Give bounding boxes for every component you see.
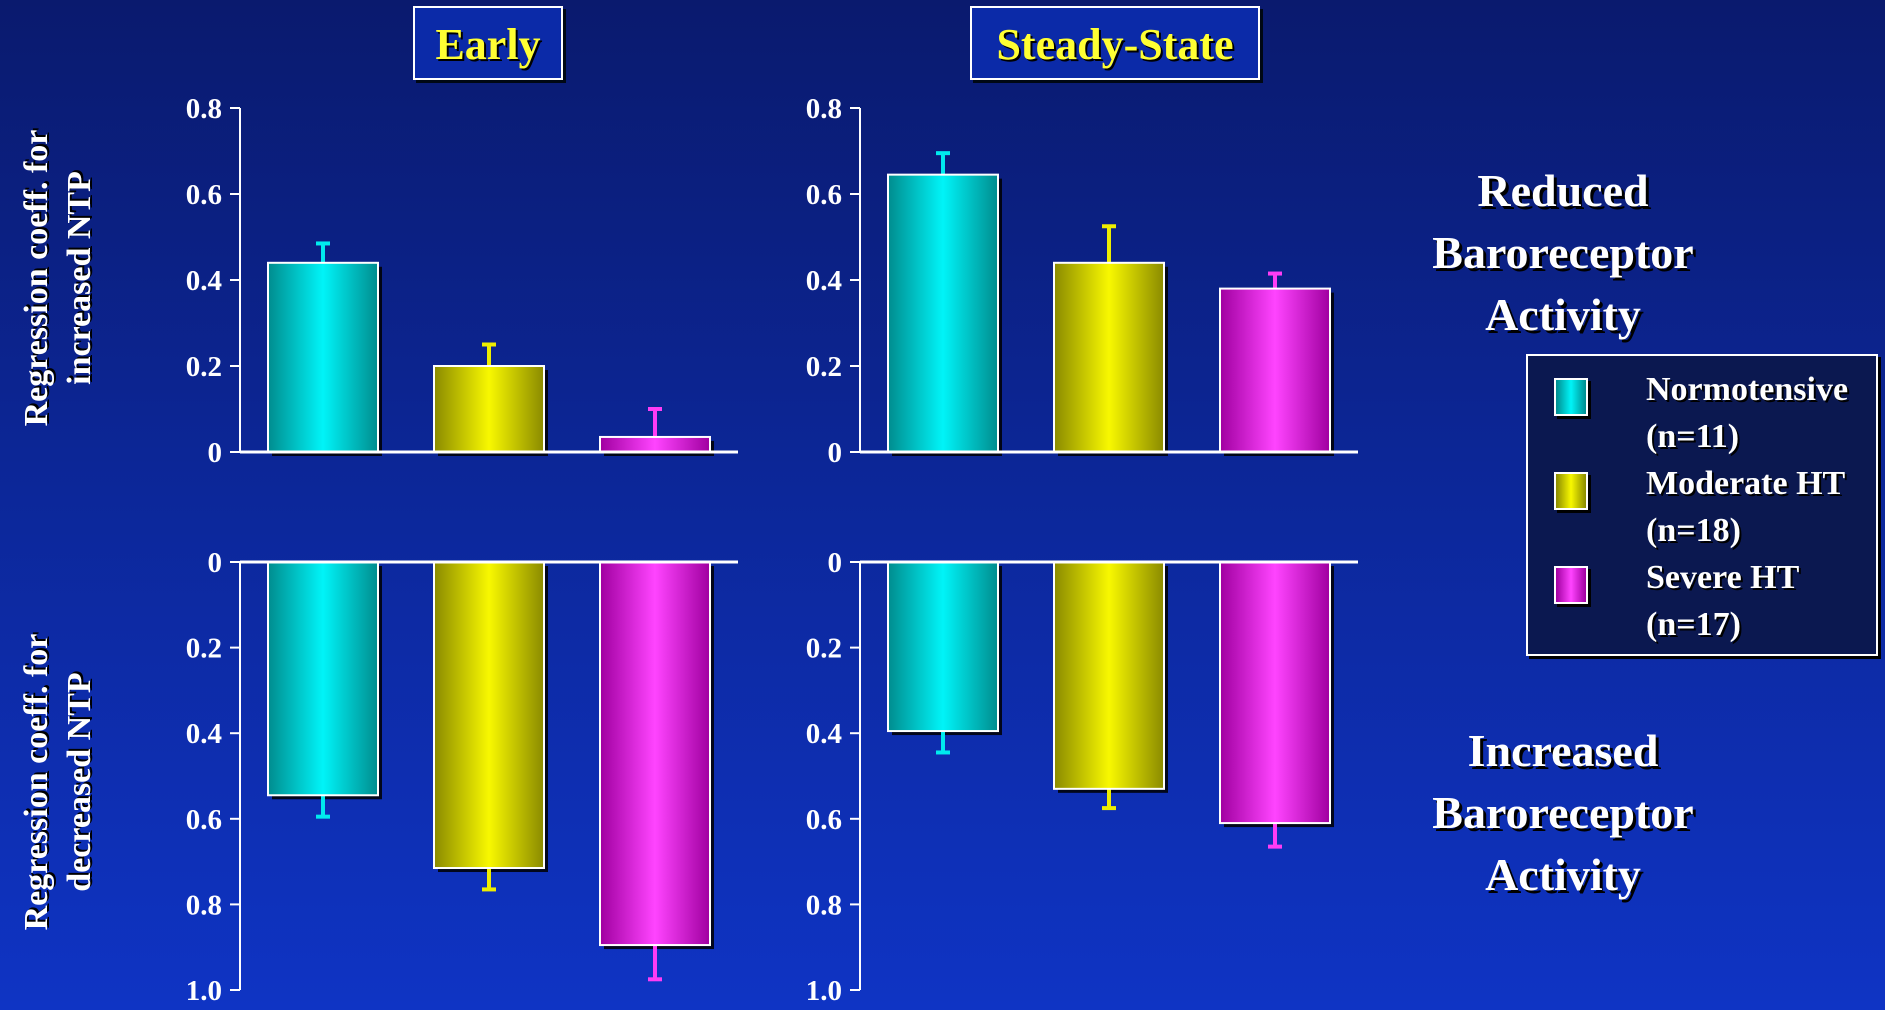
top-right-bar-severe bbox=[1219, 287, 1331, 453]
bottom-right-bar-severe bbox=[1219, 561, 1331, 825]
bottom-left-bar-severe bbox=[599, 561, 711, 947]
bottom-left-y-tick-label: 0 bbox=[208, 547, 223, 579]
top-left-bar-normotensive bbox=[267, 261, 379, 453]
legend-label-severe: Severe HT (n=17) bbox=[1646, 559, 1799, 643]
top-left-y-tick-label: 0 bbox=[208, 437, 223, 469]
reduced-baroreceptor-label: Reduced Baroreceptor Activity bbox=[1432, 165, 1694, 340]
bottom-right-y-tick-label: 0.2 bbox=[806, 633, 842, 665]
top-left-y-tick-label: 0.4 bbox=[186, 265, 222, 297]
bottom-left-y-tick-label: 0.2 bbox=[186, 633, 222, 665]
increased-baroreceptor-label: Increased Baroreceptor Activity bbox=[1432, 725, 1694, 900]
legend: Normotensive (n=11) Moderate HT (n=18) S… bbox=[1526, 354, 1878, 656]
top-left-y-tick-label: 0.6 bbox=[186, 179, 222, 211]
early-title: Early bbox=[413, 6, 563, 80]
top-left-y-tick-label: 0.8 bbox=[186, 93, 222, 125]
top-right-y-tick-label: 0 bbox=[828, 437, 843, 469]
bottom-left-y-tick-label: 0.6 bbox=[186, 804, 222, 836]
bottom-left-bar-moderate bbox=[433, 561, 545, 870]
bottom-right-y-tick-label: 1.0 bbox=[806, 975, 842, 1007]
legend-swatch-severe bbox=[1554, 566, 1588, 604]
top-left-bar-severe bbox=[599, 435, 711, 454]
bottom-right-y-tick-label: 0.6 bbox=[806, 804, 842, 836]
legend-label-moderate: Moderate HT (n=18) bbox=[1646, 465, 1845, 549]
top-left-bar-moderate bbox=[433, 365, 545, 453]
legend-swatch-moderate bbox=[1554, 472, 1588, 510]
bottom-right-y-tick-label: 0.4 bbox=[806, 718, 842, 750]
bottom-right-bar-moderate bbox=[1053, 561, 1165, 790]
top-right-y-tick-label: 0.8 bbox=[806, 93, 842, 125]
legend-swatch-normotensive bbox=[1554, 378, 1588, 416]
top-left-y-tick-label: 0.2 bbox=[186, 351, 222, 383]
bottom-left-y-tick-label: 1.0 bbox=[186, 975, 222, 1007]
top-right-y-tick-label: 0.4 bbox=[806, 265, 842, 297]
steady-state-title: Steady-State bbox=[970, 6, 1260, 80]
top-right-y-tick-label: 0.2 bbox=[806, 351, 842, 383]
bottom-left-y-tick-label: 0.4 bbox=[186, 718, 222, 750]
bottom-right-y-tick-label: 0 bbox=[828, 547, 843, 579]
bottom-right-y-tick-label: 0.8 bbox=[806, 889, 842, 921]
legend-label-normotensive: Normotensive (n=11) bbox=[1646, 371, 1849, 455]
top-right-bar-normotensive bbox=[887, 173, 999, 453]
bottom-left-y-tick-label: 0.8 bbox=[186, 889, 222, 921]
bottom-left-bar-normotensive bbox=[267, 561, 379, 797]
top-right-bar-moderate bbox=[1053, 261, 1165, 453]
bottom-right-bar-normotensive bbox=[887, 561, 999, 733]
top-right-y-tick-label: 0.6 bbox=[806, 179, 842, 211]
